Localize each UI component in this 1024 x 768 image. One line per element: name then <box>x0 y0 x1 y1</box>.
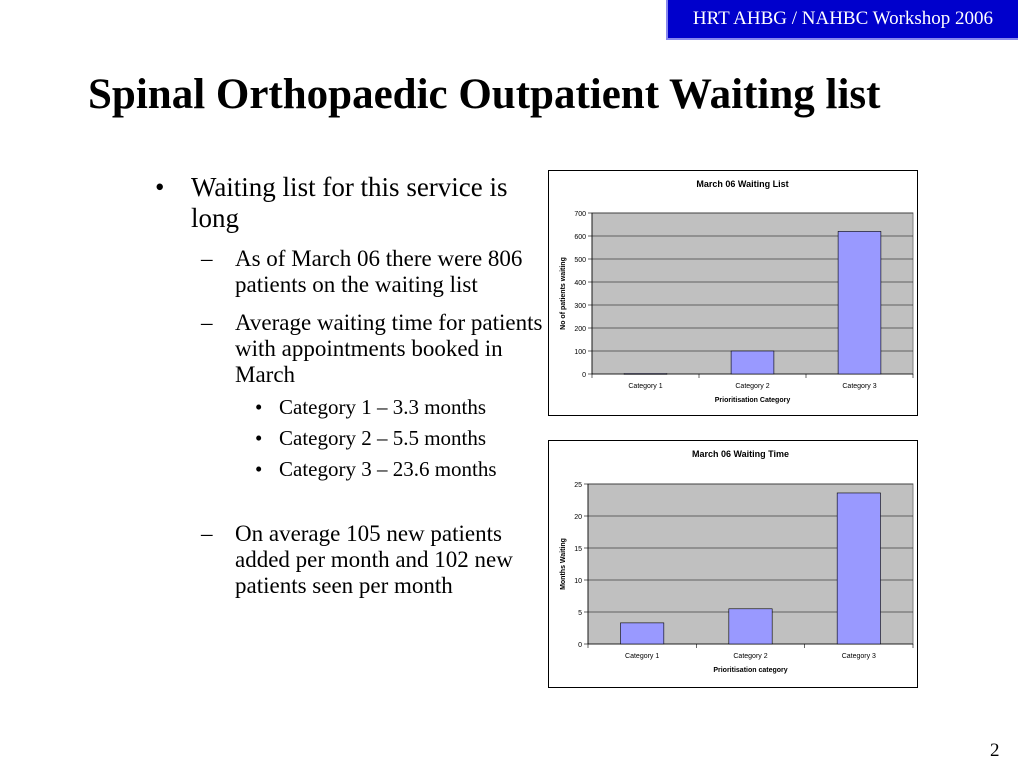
page-number: 2 <box>990 740 1000 761</box>
sub-sub-bullet-text: Category 2 – 5.5 months <box>279 426 487 450</box>
x-tick-label: Category 2 <box>733 653 767 660</box>
y-tick-label: 0 <box>582 372 586 379</box>
y-tick-label: 700 <box>574 211 586 218</box>
bar <box>730 350 775 375</box>
bar <box>620 622 665 645</box>
sub-sub-bullet-text: Category 1 – 3.3 months <box>279 395 487 419</box>
y-tick-label: 100 <box>574 349 586 356</box>
y-tick-label: 5 <box>578 610 582 617</box>
bullet-marker: • <box>155 172 165 202</box>
y-tick-label: 0 <box>578 642 582 649</box>
bullet-text: Waiting list for this service is long <box>191 172 508 233</box>
sub-sub-bullet-text: Category 3 – 23.6 months <box>279 457 497 481</box>
y-tick-label: 600 <box>574 234 586 241</box>
waiting-time-chart-svg: March 06 Waiting Time 0 5 10 15 20 25 Category … <box>560 449 914 674</box>
y-tick-label: 500 <box>574 257 586 264</box>
y-tick-label: 20 <box>574 514 582 521</box>
dash-marker: – <box>201 521 213 546</box>
dash-marker: – <box>201 246 213 271</box>
x-tick-label: Category 2 <box>735 383 769 390</box>
sub-bullet-text: On average 105 new patients added per mo… <box>235 521 513 598</box>
x-tick-label: Category 3 <box>842 383 876 390</box>
sub-bullet-item: – As of March 06 there were 806 patients… <box>155 246 555 298</box>
x-axis-label: Prioritisation category <box>713 667 787 674</box>
y-axis-label: Months Waiting <box>560 538 567 590</box>
chart-title: March 06 Waiting List <box>696 179 788 189</box>
sub-sub-bullet-item: • Category 2 – 5.5 months <box>155 426 555 450</box>
bullet-marker: • <box>255 395 263 419</box>
y-tick-label: 25 <box>574 482 582 489</box>
bar <box>836 492 881 645</box>
waiting-time-chart: March 06 Waiting Time 0 5 10 15 20 25 Category … <box>548 440 918 688</box>
y-axis-label: No of patients waiting <box>560 257 567 330</box>
dash-marker: – <box>201 310 213 335</box>
y-tick-label: 15 <box>574 546 582 553</box>
x-tick-label: Category 3 <box>842 653 876 660</box>
bullet-list: • Waiting list for this service is long … <box>155 172 555 599</box>
sub-bullet-item: – On average 105 new patients added per … <box>155 521 555 599</box>
y-tick-label: 400 <box>574 280 586 287</box>
y-tick-label: 200 <box>574 326 586 333</box>
sub-sub-bullet-item: • Category 3 – 23.6 months <box>155 457 555 481</box>
bullet-marker: • <box>255 457 263 481</box>
sub-bullet-item: – Average waiting time for patients with… <box>155 310 555 388</box>
x-tick-label: Category 1 <box>625 653 659 660</box>
waiting-list-chart-svg: March 06 Waiting List 0 100 200 300 400 500 600… <box>560 179 914 404</box>
sub-bullet-text: Average waiting time for patients with a… <box>235 310 543 387</box>
chart-title: March 06 Waiting Time <box>692 449 789 459</box>
header-badge: HRT AHBG / NAHBC Workshop 2006 <box>666 0 1018 40</box>
bar <box>623 373 668 375</box>
x-tick-label: Category 1 <box>628 383 662 390</box>
page-title: Spinal Orthopaedic Outpatient Waiting li… <box>88 71 881 118</box>
x-axis-label: Prioritisation Category <box>715 397 791 404</box>
bar <box>728 608 773 645</box>
sub-bullet-text: As of March 06 there were 806 patients o… <box>235 246 523 297</box>
y-tick-label: 10 <box>574 578 582 585</box>
bullet-item: • Waiting list for this service is long <box>155 172 555 234</box>
waiting-list-chart: March 06 Waiting List 0 100 200 300 400 500 600… <box>548 170 918 416</box>
bar <box>837 231 882 375</box>
bullet-marker: • <box>255 426 263 450</box>
y-tick-label: 300 <box>574 303 586 310</box>
sub-sub-bullet-item: • Category 1 – 3.3 months <box>155 395 555 419</box>
